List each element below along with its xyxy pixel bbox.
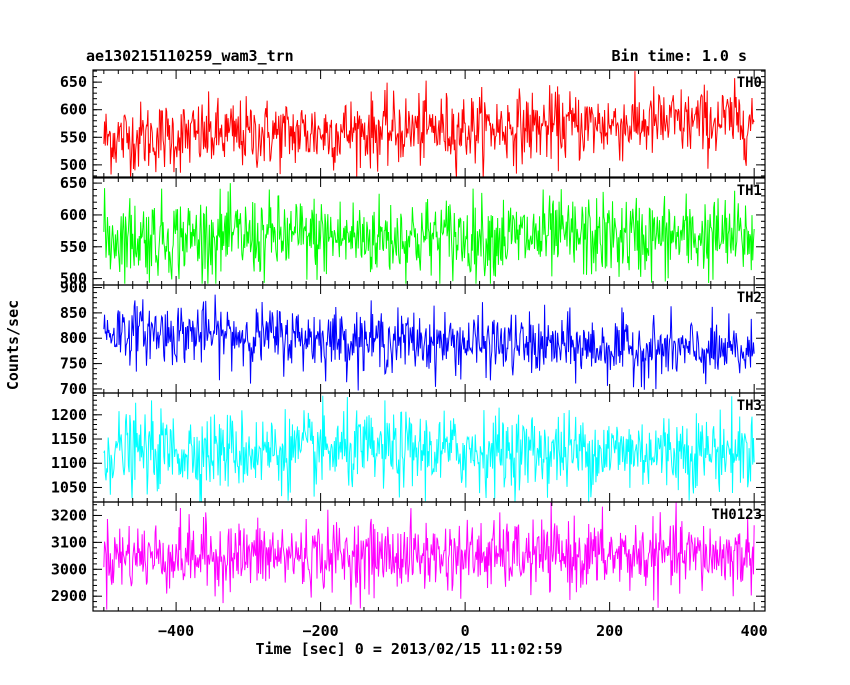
- y-tick-label: 550: [60, 128, 87, 146]
- series-line-th2: [103, 294, 755, 391]
- series-label-th3: TH3: [737, 398, 762, 414]
- y-tick-label: 500: [60, 270, 87, 288]
- x-tick-label: 0: [461, 622, 470, 640]
- y-tick-label: 900: [60, 279, 87, 297]
- y-tick-label: 800: [60, 329, 87, 347]
- series-line-th0: [103, 71, 755, 177]
- y-tick-label: 2900: [51, 587, 87, 605]
- series-label-th1: TH1: [737, 183, 762, 199]
- series-label-th0123: TH0123: [711, 507, 762, 523]
- panel-frame: [92, 69, 766, 178]
- series-label-th2: TH2: [737, 290, 762, 306]
- panel-th3: 1050 1100 1150 1200 TH3: [51, 392, 766, 503]
- y-tick-label: 1200: [51, 406, 87, 424]
- y-axis-label: Counts/sec: [4, 300, 22, 390]
- y-tick-label: 1150: [51, 430, 87, 448]
- x-tick-label: −200: [303, 622, 339, 640]
- panel-th0123: 2900 3000 3100 3200 TH0123: [51, 501, 766, 612]
- series-line-th1: [103, 183, 755, 284]
- x-tick-label: 200: [596, 622, 623, 640]
- y-tick-label: 700: [60, 380, 87, 398]
- bin-time-label: Bin time: 1.0 s: [612, 47, 747, 65]
- y-tick-label: 650: [60, 73, 87, 91]
- y-tick-label: 3100: [51, 533, 87, 551]
- panel-th0: 500 550 600 650 TH0: [60, 69, 766, 178]
- series-line-th3: [103, 395, 755, 502]
- chart-title: ae130215110259_wam3_trn: [86, 47, 294, 65]
- y-tick-label: 3200: [51, 506, 87, 524]
- y-tick-label: 550: [60, 238, 87, 256]
- y-tick-label: 3000: [51, 560, 87, 578]
- panel-th2: 700 750 800 850 900 TH2: [60, 279, 766, 398]
- panel-th1: 500 550 600 650 TH1: [60, 174, 766, 288]
- x-axis-label: Time [sec] 0 = 2013/02/15 11:02:59: [255, 640, 562, 658]
- y-tick-label: 1050: [51, 478, 87, 496]
- panel-frame: [92, 501, 766, 612]
- y-tick-label: 650: [60, 174, 87, 192]
- y-tick-label: 500: [60, 156, 87, 174]
- x-tick-label: −400: [158, 622, 194, 640]
- panels-group: 500 550 600 650 TH0 500 550 600 650 TH1 700 750 800 8…: [51, 69, 768, 640]
- series-label-th0: TH0: [737, 75, 762, 91]
- y-tick-label: 600: [60, 101, 87, 119]
- y-tick-label: 850: [60, 304, 87, 322]
- x-tick-label: 400: [741, 622, 768, 640]
- series-line-th0123: [103, 502, 755, 610]
- y-tick-label: 750: [60, 355, 87, 373]
- y-tick-label: 600: [60, 206, 87, 224]
- y-tick-label: 1100: [51, 454, 87, 472]
